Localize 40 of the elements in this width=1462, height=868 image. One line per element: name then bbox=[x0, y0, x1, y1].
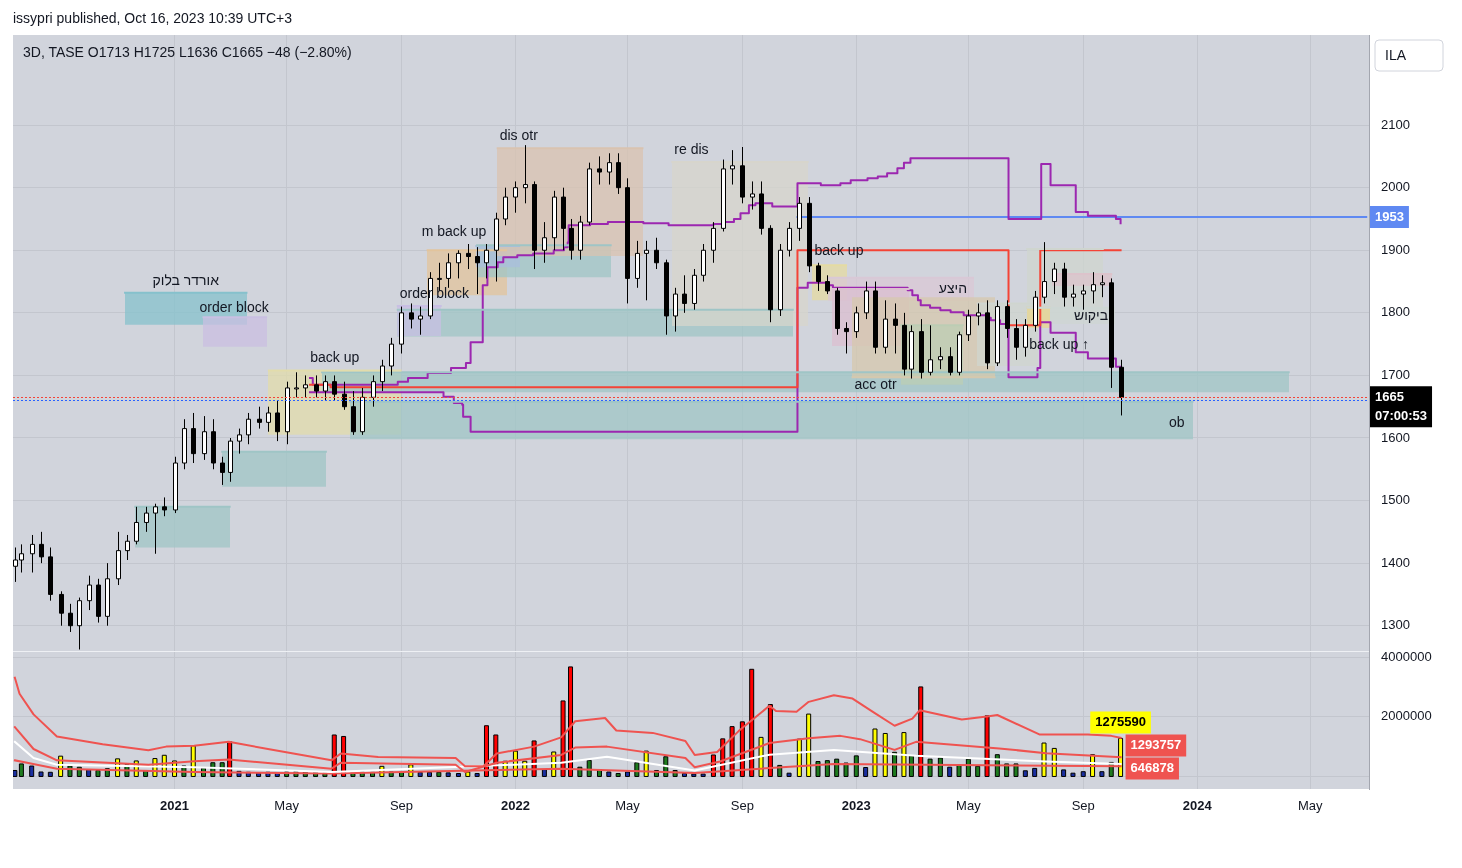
data-label: 1293757 bbox=[1130, 736, 1182, 752]
series-label: order block bbox=[199, 299, 270, 316]
chart-title: issypri published, Oct 16, 2023 10:39 UTC+3 bbox=[13, 9, 292, 27]
y-tick-label: 1300 bbox=[1381, 617, 1410, 633]
x-tick-label: Sep bbox=[1071, 798, 1095, 814]
series-label: back up bbox=[310, 349, 360, 366]
y-tick-label: 1700 bbox=[1381, 366, 1410, 382]
series-label: acc otr bbox=[854, 376, 897, 393]
x-tick-label: 2023 bbox=[841, 798, 871, 814]
series-label: ביקוש bbox=[1073, 306, 1109, 323]
x-tick-label: 2021 bbox=[160, 798, 190, 814]
series-label: m back up bbox=[421, 223, 487, 240]
x-tick-label: May bbox=[956, 798, 982, 814]
series-label: אורדר בלוק bbox=[152, 271, 220, 288]
series-label: ob bbox=[1168, 414, 1185, 431]
series-label: re dis bbox=[674, 140, 709, 157]
data-label: 1953 bbox=[1375, 208, 1404, 224]
x-tick-label: Sep bbox=[730, 798, 754, 814]
text: 3D, TASE O1713 H1725 L1636 C1665 −48 (−2.80%) bbox=[23, 43, 352, 60]
x-tick-label: 2024 bbox=[1182, 798, 1213, 814]
x-tick-label: 2022 bbox=[500, 798, 530, 814]
data-label: 646878 bbox=[1130, 759, 1174, 775]
y-tick-label: 2000 bbox=[1381, 179, 1410, 195]
y-tick-label: 4000000 bbox=[1381, 648, 1432, 664]
data-label: 1275590 bbox=[1095, 713, 1146, 729]
series-label: היצע bbox=[938, 280, 968, 297]
y-axis-title: ILA bbox=[1385, 46, 1407, 63]
y-tick-label: 1400 bbox=[1381, 554, 1410, 570]
y-tick-label: 2000000 bbox=[1381, 708, 1432, 724]
x-tick-label: May bbox=[615, 798, 641, 814]
y-tick-label: 1800 bbox=[1381, 304, 1410, 320]
y-tick-label: 1600 bbox=[1381, 429, 1410, 445]
y-tick-label: 1900 bbox=[1381, 241, 1410, 257]
y-tick-label: 2100 bbox=[1381, 116, 1410, 132]
series-label: dis otr bbox=[499, 127, 539, 144]
x-tick-label: May bbox=[274, 798, 300, 814]
x-tick-label: May bbox=[1297, 798, 1323, 814]
x-tick-label: Sep bbox=[389, 798, 414, 814]
ref-line-label: 1665 07:00:53 bbox=[1375, 388, 1428, 423]
y-tick-label: 1500 bbox=[1381, 492, 1410, 508]
